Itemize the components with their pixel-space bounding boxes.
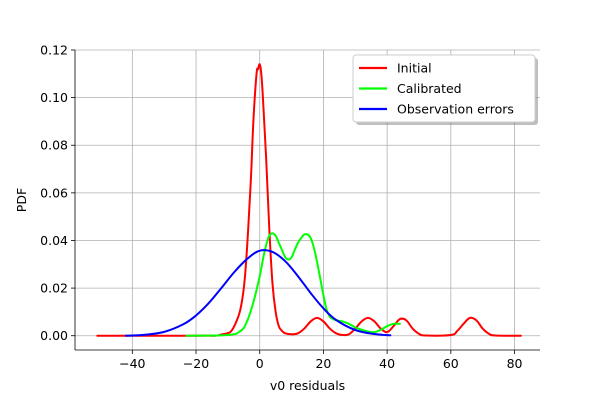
x-tick-label: −40 [119,356,145,371]
tick-labels: −40 −20 0 20 40 60 80 0.00 0.02 0.04 0.06 0.08 0.10 0… [40,43,522,372]
axes [71,49,540,354]
y-tick-label: 0.04 [40,233,68,248]
x-tick-label: 40 [379,356,395,371]
x-tick-label: 0 [256,356,264,371]
y-axis-title: PDF [14,188,29,212]
y-tick-label: 0.10 [40,90,68,105]
x-axis-title: v0 residuals [270,378,345,393]
legend: Initial Calibrated Observation errors [352,54,538,125]
x-tick-label: 80 [507,356,523,371]
series-line-initial [96,63,522,337]
series-lines [96,63,522,337]
x-tick-label: 60 [443,356,459,371]
legend-label: Calibrated [397,81,462,96]
y-tick-label: 0.08 [40,138,68,153]
y-tick-label: 0.02 [40,281,68,296]
y-tick-label: 0.12 [40,43,68,58]
y-tick-label: 0.00 [40,328,68,343]
y-tick-label: 0.06 [40,185,68,200]
legend-box [352,54,536,123]
x-tick-label: −20 [183,356,209,371]
series-line-observation-errors [124,249,392,337]
legend-label: Initial [397,61,432,76]
legend-label: Observation errors [397,102,514,117]
x-tick-label: 20 [315,356,331,371]
series-line-calibrated [185,232,401,337]
